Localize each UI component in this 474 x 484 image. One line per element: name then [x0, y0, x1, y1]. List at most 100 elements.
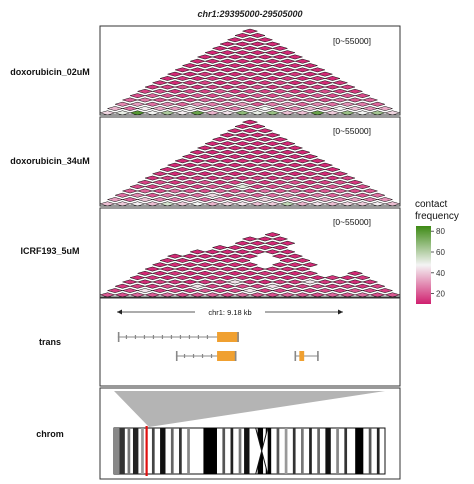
contact-cell [316, 171, 334, 177]
contact-cell [264, 167, 281, 172]
contact-cell [294, 292, 311, 297]
contact-cell [279, 201, 296, 206]
contact-cell [196, 71, 214, 77]
contact-cell [196, 88, 214, 94]
contact-cell [106, 106, 124, 111]
contact-cell [264, 275, 281, 281]
contact-cell [339, 184, 356, 190]
contact-cell [129, 184, 146, 190]
contact-cell [121, 288, 139, 293]
contact-cell [219, 258, 236, 263]
range-label: [0~55000] [333, 217, 371, 227]
gene-exon [234, 351, 237, 361]
contact-cell [136, 97, 154, 103]
contact-cell [301, 71, 319, 77]
contact-cell [241, 80, 259, 86]
contact-cell [256, 188, 274, 194]
contact-cell [211, 145, 229, 151]
contact-cell [234, 93, 251, 99]
contact-cell [309, 101, 326, 107]
contact-cell [181, 288, 199, 293]
contact-cell [166, 97, 184, 103]
contact-cell [241, 136, 259, 142]
contact-cell [309, 175, 326, 181]
contact-cell [286, 262, 304, 268]
contact-cell [241, 262, 259, 268]
contact-cell [316, 71, 334, 77]
contact-cell [226, 63, 244, 68]
contact-cell [331, 80, 349, 86]
contact-cell [294, 175, 311, 181]
contact-cell [369, 101, 386, 107]
contact-cell [241, 245, 259, 250]
contact-cell [219, 283, 236, 289]
contact-cell [324, 283, 341, 289]
contact-cell [189, 76, 206, 81]
legend-tick-label: 40 [436, 269, 445, 278]
contact-cell [121, 188, 139, 194]
contact-cell [159, 192, 176, 198]
contact-cell [339, 292, 356, 297]
contact-cell [256, 63, 274, 68]
contact-cell [129, 93, 146, 99]
contact-cell [234, 101, 251, 107]
contact-cell [174, 266, 191, 272]
contact-cell [174, 201, 191, 206]
contact-cell [181, 262, 199, 268]
contact-cell [100, 110, 116, 115]
cytoband [238, 428, 242, 474]
contact-cell [211, 97, 229, 103]
cytoband [187, 428, 190, 474]
contact-cell [316, 197, 334, 202]
contact-cell [234, 124, 251, 129]
contact-cell [196, 288, 214, 293]
contact-cell [354, 110, 371, 115]
contact-cell [226, 262, 244, 268]
contact-cell [219, 141, 236, 147]
contact-cell [226, 97, 244, 103]
contact-cell [234, 249, 251, 255]
contact-cell [271, 270, 289, 276]
contact-cell [144, 275, 161, 281]
contact-cell [166, 253, 184, 259]
contact-cell [234, 84, 251, 90]
contact-cell [181, 71, 199, 77]
contact-cell [264, 175, 281, 181]
contact-cell [204, 292, 221, 297]
contact-cell [279, 292, 296, 297]
contact-cell [174, 158, 191, 164]
contact-cell [159, 258, 176, 263]
contact-cell [219, 67, 236, 73]
contact-cell [249, 132, 266, 138]
contact-cell [189, 93, 206, 99]
contact-cell [271, 145, 289, 151]
contact-cell [324, 110, 341, 115]
contact-cell [189, 110, 206, 115]
cytoband [325, 428, 331, 474]
contact-cell [234, 110, 251, 115]
contact-cell [271, 162, 289, 168]
legend-tick-label: 20 [436, 290, 445, 299]
contact-cell [309, 93, 326, 99]
contact-cell [219, 201, 236, 206]
contact-cell [241, 54, 259, 60]
contact-cell [196, 179, 214, 185]
centromere-outline [255, 427, 269, 475]
contact-cell [136, 279, 154, 285]
contact-cell [234, 292, 251, 297]
contact-cell [301, 197, 319, 202]
contact-cell [129, 192, 146, 198]
contact-cell [369, 292, 386, 297]
contact-cell [189, 266, 206, 272]
contact-cell [316, 162, 334, 168]
contact-cell [219, 76, 236, 81]
contact-cell [241, 88, 259, 94]
contact-cell [316, 279, 334, 285]
contact-cell [264, 58, 281, 64]
contact-cell [264, 67, 281, 73]
contact-cell [181, 97, 199, 103]
cytoband [284, 428, 288, 474]
contact-cell [271, 197, 289, 202]
contact-cell [226, 136, 244, 142]
